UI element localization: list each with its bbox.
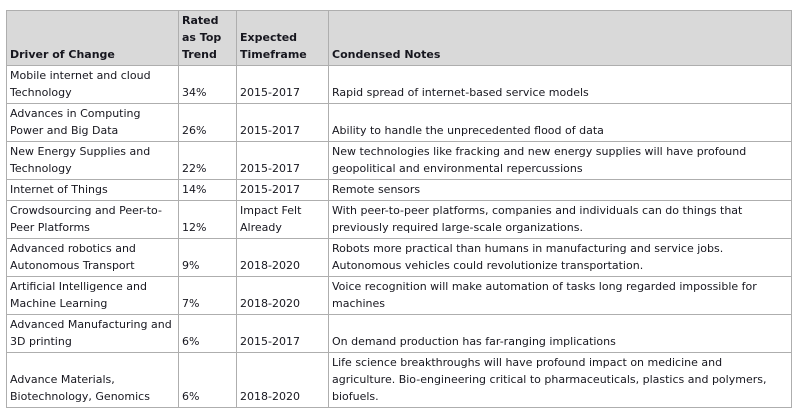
cell-rated: 22% [178, 141, 237, 180]
table-row: Advances in Computing Power and Big Data… [6, 103, 792, 142]
table-row: Advanced robotics and Autonomous Transpo… [6, 238, 792, 277]
cell-driver: Advanced robotics and Autonomous Transpo… [6, 238, 179, 277]
col-header-driver-of-change: Driver of Change [6, 10, 179, 66]
cell-rated: 7% [178, 276, 237, 315]
cell-timeframe: 2015-2017 [236, 179, 329, 201]
table-row: Advance Materials, Biotechnology, Genomi… [6, 352, 792, 408]
cell-driver: Mobile internet and cloud Technology [6, 65, 179, 104]
cell-driver: Crowdsourcing and Peer-to-Peer Platforms [6, 200, 179, 239]
header-row: Driver of Change Rated as Top Trend Expe… [6, 10, 792, 66]
cell-notes: On demand production has far-ranging imp… [328, 314, 792, 353]
cell-timeframe: 2018-2020 [236, 276, 329, 315]
cell-driver: Artificial Intelligence and Machine Lear… [6, 276, 179, 315]
cell-rated: 14% [178, 179, 237, 201]
cell-notes: Remote sensors [328, 179, 792, 201]
cell-notes: Voice recognition will make automation o… [328, 276, 792, 315]
col-header-expected-timeframe: Expected Timeframe [236, 10, 329, 66]
cell-rated: 6% [178, 352, 237, 408]
col-header-condensed-notes: Condensed Notes [328, 10, 792, 66]
cell-notes: Life science breakthroughs will have pro… [328, 352, 792, 408]
table-row: New Energy Supplies and Technology 22% 2… [6, 141, 792, 180]
cell-timeframe: 2015-2017 [236, 141, 329, 180]
cell-notes: Rapid spread of internet-based service m… [328, 65, 792, 104]
table-row: Internet of Things 14% 2015-2017 Remote … [6, 179, 792, 201]
cell-driver: Advanced Manufacturing and 3D printing [6, 314, 179, 353]
cell-rated: 26% [178, 103, 237, 142]
table-row: Advanced Manufacturing and 3D printing 6… [6, 314, 792, 353]
cell-timeframe: 2018-2020 [236, 352, 329, 408]
cell-timeframe: 2015-2017 [236, 65, 329, 104]
cell-timeframe: 2018-2020 [236, 238, 329, 277]
cell-timeframe: 2015-2017 [236, 314, 329, 353]
cell-driver: New Energy Supplies and Technology [6, 141, 179, 180]
table-row: Artificial Intelligence and Machine Lear… [6, 276, 792, 315]
cell-timeframe: Impact Felt Already [236, 200, 329, 239]
table-row: Crowdsourcing and Peer-to-Peer Platforms… [6, 200, 792, 239]
cell-driver: Advances in Computing Power and Big Data [6, 103, 179, 142]
col-header-rated-as-top-trend: Rated as Top Trend [178, 10, 237, 66]
cell-notes: New technologies like fracking and new e… [328, 141, 792, 180]
cell-rated: 12% [178, 200, 237, 239]
cell-timeframe: 2015-2017 [236, 103, 329, 142]
cell-rated: 6% [178, 314, 237, 353]
drivers-of-change-table-container: Driver of Change Rated as Top Trend Expe… [6, 10, 792, 408]
drivers-of-change-table: Driver of Change Rated as Top Trend Expe… [6, 10, 792, 408]
cell-driver: Advance Materials, Biotechnology, Genomi… [6, 352, 179, 408]
cell-notes: Robots more practical than humans in man… [328, 238, 792, 277]
cell-driver: Internet of Things [6, 179, 179, 201]
cell-rated: 34% [178, 65, 237, 104]
cell-rated: 9% [178, 238, 237, 277]
cell-notes: With peer-to-peer platforms, companies a… [328, 200, 792, 239]
cell-notes: Ability to handle the unprecedented floo… [328, 103, 792, 142]
table-row: Mobile internet and cloud Technology 34%… [6, 65, 792, 104]
